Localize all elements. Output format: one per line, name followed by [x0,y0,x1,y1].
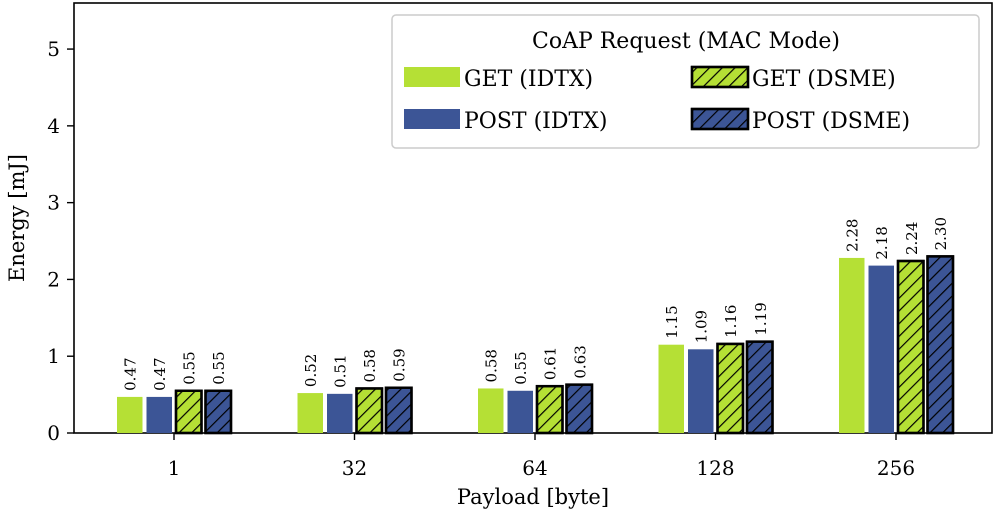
bar-post-idtx-64 [507,390,533,433]
bar-value-label: 0.52 [302,354,320,387]
bar-value-label: 1.09 [693,310,711,343]
bar-hatch-overlay [896,259,925,435]
legend-title: CoAP Request (MAC Mode) [532,29,840,54]
y-tick-label: 5 [47,37,60,61]
bar-hatch-overlay [384,386,413,435]
bar-hatch-overlay [565,383,594,435]
bar-hatch-overlay [174,389,203,435]
bar-value-label: 2.18 [873,226,891,259]
bar-value-label: 0.58 [361,349,379,382]
bar-value-label: 0.61 [542,347,560,380]
bar-hatch-overlay [204,389,233,435]
bar-value-label: 1.15 [663,305,681,338]
x-tick-label: 32 [342,456,367,480]
y-tick-label: 3 [47,191,60,215]
legend-label: POST (IDTX) [464,109,607,134]
bar-post-idtx-32 [327,393,353,433]
bar-hatch-overlay [535,384,564,435]
x-tick-label: 1 [168,456,181,480]
bar-series [117,255,955,435]
y-axis: 0 1 2 3 4 5 [47,37,74,445]
bar-hatch-overlay [355,387,384,435]
bar-get-idtx-256 [839,257,865,433]
y-axis-title: Energy [mJ] [5,154,29,282]
legend-label: POST (DSME) [752,109,910,134]
bar-get-idtx-64 [478,388,504,433]
bar-value-label: 2.30 [932,217,950,250]
bar-value-label: 0.55 [181,351,199,384]
bar-get-idtx-128 [658,344,684,433]
legend-swatch-hatch [690,65,750,89]
x-axis: 1 32 64 128 256 [168,433,915,480]
bar-value-label: 2.24 [903,222,921,255]
bar-get-idtx-32 [297,393,323,433]
y-tick-label: 0 [47,421,60,445]
data-labels: 0.47 0.52 0.58 1.15 2.28 0.47 0.51 0.55 1.09 2.18… [122,217,951,391]
legend-label: GET (IDTX) [464,67,593,92]
bar-value-label: 0.47 [122,358,140,391]
legend: CoAP Request (MAC Mode) GET (IDTX) POST (… [391,14,980,149]
bar-post-idtx-256 [868,265,894,433]
legend-swatch-hatch [690,107,750,131]
x-axis-title: Payload [byte] [457,485,609,509]
bar-value-label: 0.58 [483,349,501,382]
legend-box [391,14,980,149]
bar-value-label: 0.55 [512,351,530,384]
x-tick-label: 64 [522,456,547,480]
bar-value-label: 2.28 [844,219,862,252]
legend-swatch [404,109,460,129]
bar-value-label: 0.63 [571,345,589,378]
legend-swatch [404,67,460,87]
y-tick-label: 2 [47,267,60,291]
bar-value-label: 0.59 [391,348,409,381]
bar-value-label: 0.47 [151,358,169,391]
bar-hatch-overlay [716,342,745,435]
bar-value-label: 0.51 [332,354,350,387]
bar-value-label: 1.19 [752,302,770,335]
legend-label: GET (DSME) [752,67,896,92]
y-tick-label: 4 [47,114,60,138]
x-tick-label: 256 [877,456,915,480]
bar-value-label: 0.55 [210,351,228,384]
bar-post-idtx-128 [688,349,714,433]
bar-value-label: 1.16 [722,305,740,338]
bar-post-idtx-1 [146,396,172,433]
x-tick-label: 128 [696,456,734,480]
bar-get-idtx-1 [117,396,143,433]
y-tick-label: 1 [47,344,60,368]
bar-hatch-overlay [926,255,955,435]
bar-hatch-overlay [745,340,774,435]
